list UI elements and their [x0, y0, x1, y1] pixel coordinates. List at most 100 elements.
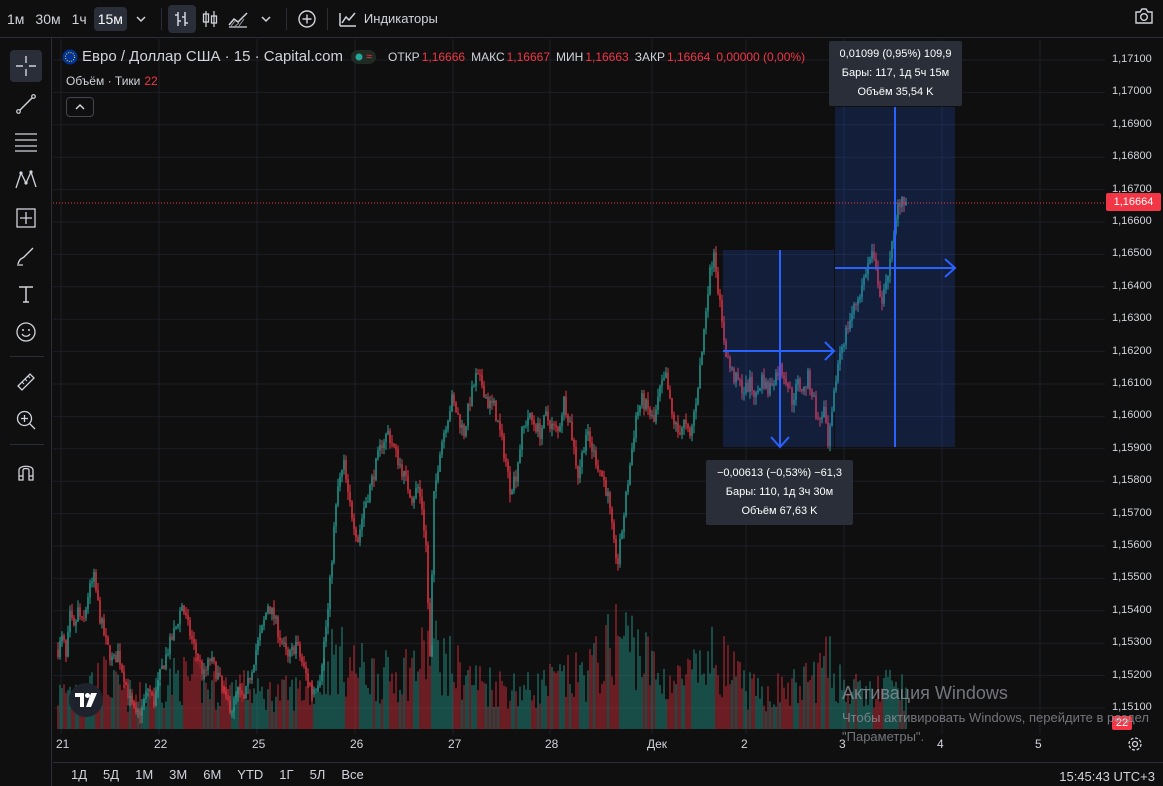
volume-bar: [519, 686, 521, 729]
camera-icon[interactable]: [1133, 6, 1155, 31]
candle-body: [107, 637, 109, 645]
candle-body: [243, 694, 245, 699]
chevron-down-icon[interactable]: [127, 5, 155, 33]
timeframe-1h[interactable]: 1ч: [71, 10, 87, 27]
volume-bar: [367, 687, 369, 729]
candle-body: [113, 655, 115, 657]
range-6m[interactable]: 6М: [203, 767, 222, 782]
candle-body: [263, 619, 265, 626]
candle-body: [261, 625, 263, 633]
volume-bar: [319, 692, 321, 729]
candle-body: [279, 637, 281, 641]
symbol-title[interactable]: Евро / Доллар США · 15 · Capital.com: [82, 48, 343, 65]
volume-bar: [897, 688, 899, 729]
volume-bar: [837, 702, 839, 729]
volume-bar: [189, 680, 191, 729]
timeframe-30m[interactable]: 30м: [35, 10, 61, 27]
candle-body: [257, 640, 259, 651]
zoom-in-icon[interactable]: [10, 404, 42, 436]
candle-body: [491, 400, 493, 404]
bar-chart-icon[interactable]: [167, 4, 196, 33]
candlestick-icon[interactable]: [196, 5, 224, 33]
volume-bar: [347, 677, 349, 729]
volume-bar: [601, 684, 603, 729]
volume-bar: [287, 699, 289, 729]
candle-body: [617, 558, 619, 565]
candle-body: [651, 415, 653, 417]
volume-bar: [355, 673, 357, 729]
candle-body: [787, 383, 789, 388]
volume-bar: [547, 696, 549, 729]
measure-up-tooltip: 0,01099 (0,95%) 109,9 Бары: 117, 1д 5ч 1…: [829, 41, 962, 106]
candle-body: [509, 471, 511, 495]
price-tick-label: 1,16700: [1112, 182, 1152, 195]
price-chart[interactable]: [53, 39, 1163, 739]
timeframe-1m[interactable]: 1м: [7, 10, 25, 27]
gear-icon[interactable]: [1127, 736, 1143, 757]
candle-body: [587, 431, 589, 435]
ruler-icon[interactable]: [10, 366, 42, 398]
plus-circle-icon[interactable]: [293, 5, 321, 33]
volume-bar: [619, 636, 621, 729]
range-1d[interactable]: 1Д: [71, 767, 88, 782]
candle-body: [205, 669, 207, 671]
range-ytd[interactable]: YTD: [237, 767, 264, 782]
volume-bar: [809, 680, 811, 729]
volume-bar: [215, 709, 217, 729]
timeframe-15m[interactable]: 15м: [93, 6, 127, 31]
clock[interactable]: 15:45:43 UTC+3: [1059, 769, 1155, 784]
emoji-icon[interactable]: [10, 316, 42, 348]
volume-bar: [291, 679, 293, 729]
brush-icon[interactable]: [10, 240, 42, 272]
windows-activation-watermark: Активация Windows Чтобы активировать Win…: [842, 683, 1149, 746]
volume-bar: [871, 688, 873, 729]
chart-pane[interactable]: [53, 39, 1163, 739]
range-5y[interactable]: 5Л: [309, 767, 326, 782]
volume-bar: [903, 710, 905, 729]
chevron-down-icon[interactable]: [252, 5, 280, 33]
text-tool-icon[interactable]: [10, 278, 42, 310]
candle-body: [719, 293, 721, 301]
volume-bar: [719, 694, 721, 729]
area-chart-icon[interactable]: [224, 5, 252, 33]
range-1m[interactable]: 1М: [135, 767, 154, 782]
candle-body: [101, 618, 103, 624]
volume-bar: [253, 688, 255, 729]
candle-body: [767, 381, 769, 395]
magnet-icon[interactable]: [10, 456, 42, 488]
tradingview-logo[interactable]: [69, 683, 103, 717]
range-3m[interactable]: 3М: [169, 767, 188, 782]
price-tick-label: 1,15400: [1112, 603, 1152, 616]
candle-body: [185, 613, 187, 616]
candle-body: [645, 399, 647, 410]
open-label: ОТКР: [388, 49, 420, 64]
candle-body: [421, 496, 423, 510]
range-all[interactable]: Все: [341, 767, 364, 782]
volume-bar: [161, 702, 163, 729]
volume-bar: [169, 668, 171, 729]
volume-bar: [59, 684, 61, 729]
candle-body: [793, 400, 795, 405]
chevron-up-icon: [75, 103, 85, 110]
candle-body: [599, 469, 601, 472]
candle-body: [375, 458, 377, 480]
candle-body: [177, 624, 179, 627]
candle-body: [555, 424, 557, 428]
candle-body: [447, 420, 449, 430]
volume-bar: [761, 686, 763, 729]
candle-body: [513, 476, 515, 491]
volume-bar: [581, 662, 583, 729]
time-tick-label: 3: [839, 737, 846, 751]
volume-legend[interactable]: Объём · Тики 22: [66, 74, 158, 88]
crosshair-icon[interactable]: [10, 50, 42, 82]
indicators-button[interactable]: Индикаторы: [338, 10, 438, 28]
range-5d[interactable]: 5Д: [103, 767, 120, 782]
volume-bar: [283, 679, 285, 729]
fib-retracement-icon[interactable]: [10, 126, 42, 158]
range-1y[interactable]: 1Г: [279, 767, 294, 782]
measure-tool-icon[interactable]: [10, 202, 42, 234]
trend-line-icon[interactable]: [10, 88, 42, 120]
market-status-badge[interactable]: ≈: [350, 49, 377, 64]
collapse-legend-button[interactable]: [66, 97, 94, 117]
pattern-icon[interactable]: [10, 164, 42, 196]
